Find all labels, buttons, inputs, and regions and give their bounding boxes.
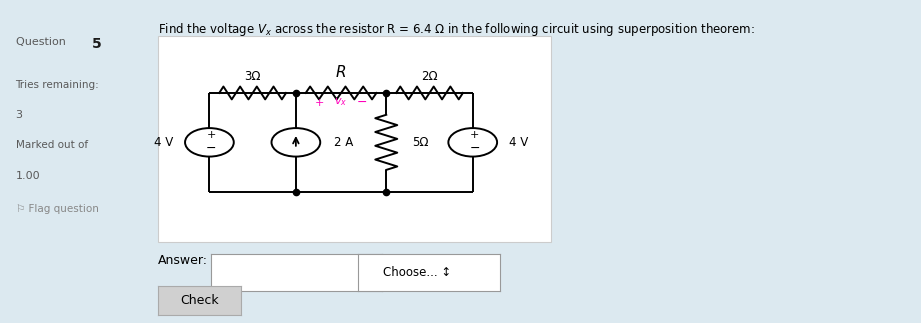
Text: −: − — [470, 142, 480, 155]
Text: +: + — [315, 98, 324, 108]
Text: 2 A: 2 A — [334, 136, 354, 149]
Text: +: + — [470, 130, 480, 141]
Text: 3Ω: 3Ω — [244, 70, 261, 83]
Text: −: − — [356, 96, 367, 109]
Text: 5Ω: 5Ω — [412, 136, 428, 149]
Text: +: + — [206, 130, 216, 141]
Text: 2Ω: 2Ω — [421, 70, 437, 83]
Text: 1.00: 1.00 — [16, 171, 41, 181]
Text: 5: 5 — [92, 37, 101, 51]
Text: 3: 3 — [16, 110, 22, 120]
Text: ⚐ Flag question: ⚐ Flag question — [16, 204, 99, 214]
Text: Tries remaining:: Tries remaining: — [16, 79, 99, 89]
Text: 4 V: 4 V — [509, 136, 529, 149]
Text: Choose... ↕: Choose... ↕ — [383, 266, 451, 279]
Text: Marked out of: Marked out of — [16, 140, 87, 150]
Text: Find the voltage $\mathit{V}_x$ across the resistor R = 6.4 Ω in the following c: Find the voltage $\mathit{V}_x$ across t… — [158, 21, 755, 38]
Text: $\mathit{v}_x$: $\mathit{v}_x$ — [334, 97, 348, 109]
Text: $\mathit{R}$: $\mathit{R}$ — [335, 64, 346, 80]
Text: 4 V: 4 V — [154, 136, 173, 149]
Text: Answer:: Answer: — [158, 254, 208, 266]
Text: Check: Check — [181, 294, 219, 307]
Text: −: − — [206, 142, 216, 155]
Text: Question: Question — [16, 37, 69, 47]
FancyBboxPatch shape — [158, 36, 552, 242]
